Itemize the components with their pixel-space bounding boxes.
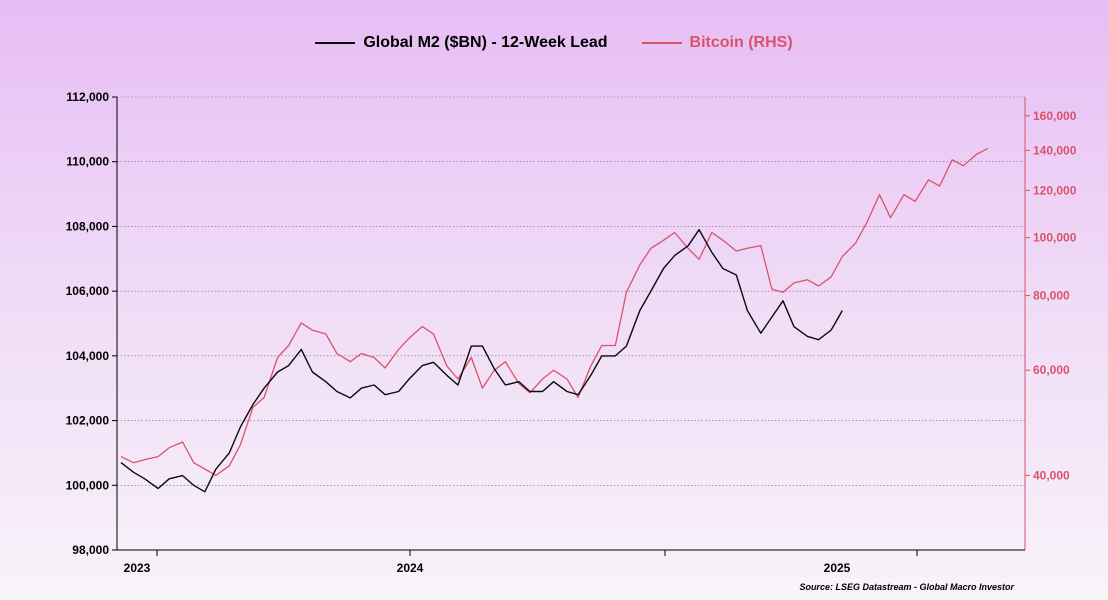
- legend-label-bitcoin: Bitcoin (RHS): [689, 34, 793, 51]
- legend: Global M2 ($BN) - 12-Week Lead Bitcoin (…: [0, 30, 1108, 56]
- series-layer: [120, 148, 989, 493]
- x-tick-label-2025: 2025: [824, 561, 851, 575]
- legend-item-m2: Global M2 ($BN) - 12-Week Lead: [315, 34, 608, 52]
- y-left-tick-label: 102,000: [66, 414, 110, 428]
- y-left-tick-label: 112,000: [66, 90, 109, 104]
- source-note: Source: LSEG Datastream - Global Macro I…: [799, 582, 1014, 592]
- y-left-tick-label: 110,000: [66, 155, 109, 169]
- y-left-tick-label: 106,000: [66, 284, 110, 298]
- y-left-tick-label: 98,000: [72, 543, 109, 557]
- x-tick-label-2023: 2023: [124, 561, 151, 575]
- series-line-m2: [120, 228, 843, 493]
- y-right-tick-label: 40,000: [1033, 468, 1070, 482]
- legend-swatch-m2: [315, 42, 356, 44]
- series-line-bitcoin: [120, 148, 989, 477]
- y-right-tick-label: 60,000: [1033, 363, 1070, 377]
- y-left-tick-label: 108,000: [66, 219, 110, 233]
- labels-layer: 98,000 100,000 102,000 104,000 106,000 108,00…: [66, 90, 1077, 575]
- y-right-tick-label: 80,000: [1033, 289, 1070, 303]
- y-right-tick-label: 160,000: [1033, 109, 1077, 123]
- axes-layer: [112, 96, 1030, 556]
- y-right-tick-label: 120,000: [1033, 183, 1077, 197]
- y-left-tick-label: 104,000: [66, 349, 110, 363]
- grid-layer: [117, 96, 1025, 486]
- y-left-tick-label: 100,000: [66, 478, 110, 492]
- y-right-tick-label: 100,000: [1033, 231, 1077, 245]
- y-right-tick-label: 140,000: [1033, 143, 1077, 157]
- x-tick-label-2024: 2024: [397, 561, 424, 575]
- legend-label-m2: Global M2 ($BN) - 12-Week Lead: [363, 34, 608, 51]
- legend-item-bitcoin: Bitcoin (RHS): [641, 34, 793, 52]
- legend-swatch-bitcoin: [641, 42, 682, 44]
